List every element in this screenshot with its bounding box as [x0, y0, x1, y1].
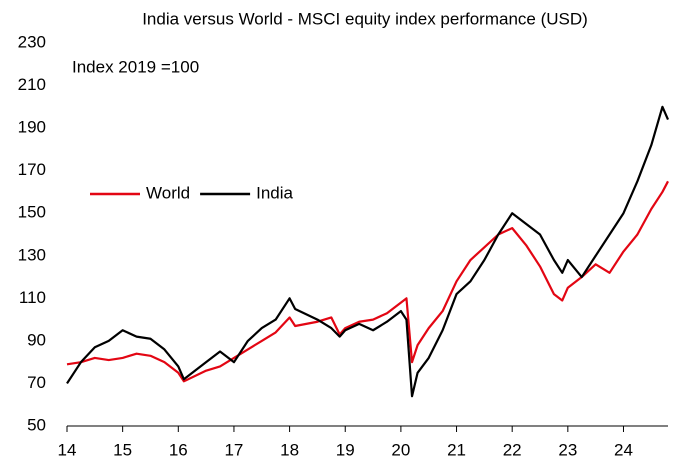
x-tick-label: 21 — [447, 440, 466, 459]
x-tick-label: 24 — [614, 440, 633, 459]
x-tick-label: 23 — [558, 440, 577, 459]
y-tick-label: 110 — [19, 288, 46, 307]
y-tick-label: 190 — [18, 118, 46, 137]
y-tick-label: 170 — [18, 160, 46, 179]
y-tick-label: 50 — [27, 415, 46, 434]
chart-title: India versus World - MSCI equity index p… — [142, 9, 588, 28]
y-tick-label: 70 — [27, 373, 46, 392]
series-line — [66, 180, 669, 383]
legend-label: World — [146, 183, 190, 202]
x-tick-label: 22 — [503, 440, 522, 459]
x-tick-label: 20 — [391, 440, 410, 459]
series-line — [66, 105, 670, 398]
x-tick-label: 19 — [336, 440, 355, 459]
y-tick-label: 130 — [18, 245, 46, 264]
y-tick-label: 210 — [18, 75, 46, 94]
y-tick-label: 150 — [18, 203, 46, 222]
x-tick-label: 16 — [169, 440, 188, 459]
x-tick-label: 18 — [280, 440, 299, 459]
x-tick-label: 15 — [113, 440, 132, 459]
y-tick-label: 230 — [18, 32, 46, 51]
annotation: Index 2019 =100 — [72, 57, 199, 76]
y-tick-label: 90 — [27, 330, 46, 349]
x-tick-label: 14 — [58, 440, 77, 459]
legend-label: India — [256, 183, 293, 202]
x-tick-label: 17 — [224, 440, 243, 459]
